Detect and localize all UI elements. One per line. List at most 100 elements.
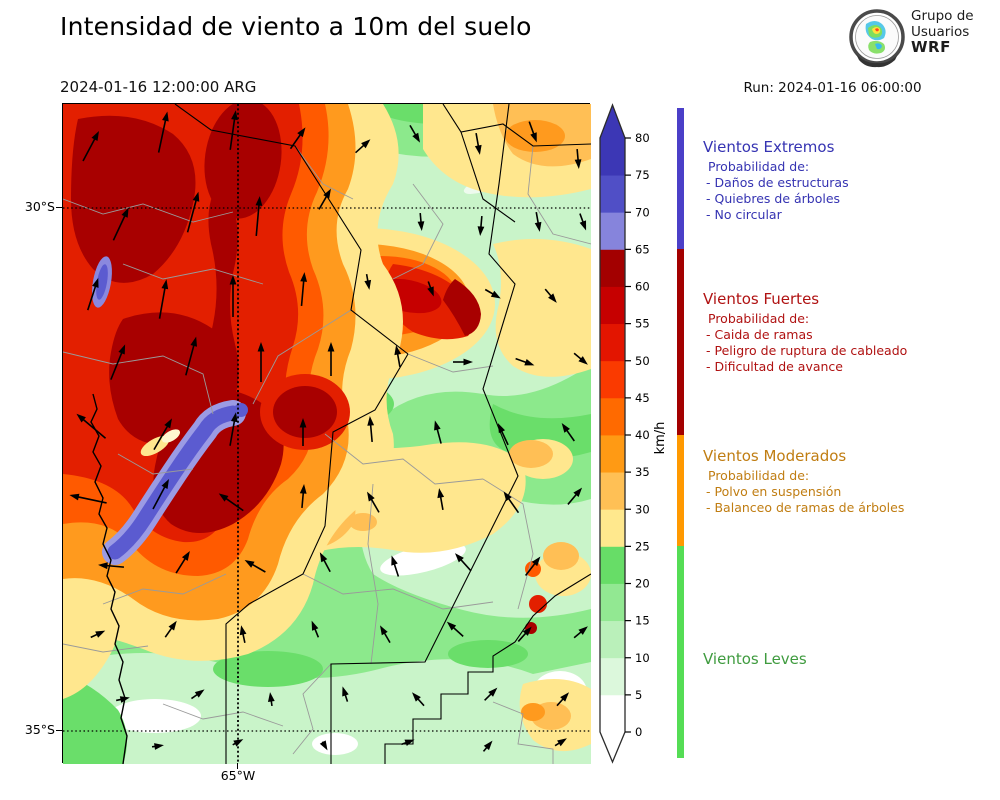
wind-arrow xyxy=(367,416,375,443)
wind-arrow xyxy=(574,148,582,169)
wind-arrow xyxy=(579,213,587,231)
wind-arrow xyxy=(409,124,420,143)
wind-arrow xyxy=(229,275,237,317)
wind-arrow xyxy=(319,740,328,751)
wind-arrow xyxy=(515,357,535,366)
svg-text:75: 75 xyxy=(635,168,650,182)
page-title: Intensidad de viento a 10m del suelo xyxy=(60,12,532,41)
wind-arrow xyxy=(218,493,244,512)
svg-text:5: 5 xyxy=(635,688,642,702)
wind-arrow xyxy=(186,191,200,233)
wind-arrow xyxy=(391,555,400,577)
wind-arrow xyxy=(244,560,266,573)
wind-arrow xyxy=(110,344,126,380)
wind-arrow xyxy=(98,562,125,570)
logo-emblem-icon xyxy=(849,9,905,68)
graticule xyxy=(63,104,591,764)
wind-arrows-layer xyxy=(69,110,588,752)
wind-arrow xyxy=(573,352,588,365)
wind-arrow xyxy=(528,121,537,143)
run-time-label: Run: 2024-01-16 06:00:00 xyxy=(743,80,922,96)
wind-arrow xyxy=(190,689,205,700)
svg-text:55: 55 xyxy=(635,317,650,331)
logo-line-1: Grupo de xyxy=(911,8,974,24)
wind-arrow xyxy=(517,626,532,642)
wind-arrow xyxy=(544,288,557,303)
logo-line-2: Usuarios xyxy=(911,23,970,40)
wind-arrow xyxy=(152,478,169,510)
wind-arrow xyxy=(567,487,583,505)
wind-arrow xyxy=(474,133,482,155)
svg-text:45: 45 xyxy=(635,391,650,405)
svg-text:15: 15 xyxy=(635,614,650,628)
legend-heading: Probabilidad de: xyxy=(708,311,810,326)
legend-title-extremos: Vientos Extremos xyxy=(703,138,835,156)
wind-arrow xyxy=(434,420,442,444)
colorbar: 0 5 10 15 20 25 30 35 40 45 50 55 60 65 70 75 80 km/h xyxy=(598,103,690,775)
wrf-user-group-logo: Grupo de Usuarios WRF xyxy=(848,8,998,70)
wind-arrow xyxy=(437,488,445,510)
wind-arrow xyxy=(503,491,520,514)
wind-arrow xyxy=(299,484,307,509)
legend-heading: Probabilidad de: xyxy=(708,468,810,483)
wind-arrow xyxy=(257,342,265,382)
wind-arrow xyxy=(573,626,588,639)
colorbar-svg: 0 5 10 15 20 25 30 35 40 45 50 55 60 65 70 75 80 km/h xyxy=(599,103,668,764)
wind-arrow xyxy=(484,687,498,701)
legend-item: - Daños de estructuras xyxy=(706,175,849,190)
wind-arrow xyxy=(318,188,331,210)
wind-arrow xyxy=(380,625,391,644)
lat-tick-30s xyxy=(56,206,62,208)
lat-tick-label-30s: 30°S xyxy=(24,199,55,214)
svg-text:70: 70 xyxy=(635,205,650,219)
wind-arrow xyxy=(417,212,425,231)
legend-item: - Dificultad de avance xyxy=(706,359,843,374)
svg-text:10: 10 xyxy=(635,651,650,665)
legend-title-moderados: Vientos Moderados xyxy=(703,447,847,465)
wind-arrow xyxy=(524,556,541,576)
svg-text:20: 20 xyxy=(635,577,650,591)
wind-arrow xyxy=(561,422,575,442)
legend-item: - Quiebres de árboles xyxy=(706,191,841,206)
legend-title-leves: Vientos Leves xyxy=(703,650,807,668)
svg-text:km/h: km/h xyxy=(653,422,668,455)
legend-item: - Balanceo de ramas de árboles xyxy=(706,500,905,515)
wind-arrow xyxy=(175,550,190,574)
legend-section-extremos: Vientos Extremos Probabilidad de: - Daño… xyxy=(703,138,993,223)
svg-text:50: 50 xyxy=(635,354,650,368)
wind-arrow xyxy=(327,342,335,376)
lat-tick-35s xyxy=(56,729,62,731)
legend-title-fuertes: Vientos Fuertes xyxy=(703,290,820,308)
wind-arrow xyxy=(112,207,129,241)
admin-boundaries xyxy=(63,145,591,764)
wind-arrow xyxy=(342,686,349,702)
borders xyxy=(90,104,591,764)
wind-arrow xyxy=(319,552,331,573)
svg-text:35: 35 xyxy=(635,465,650,479)
wind-arrow xyxy=(153,418,172,450)
wind-map xyxy=(62,103,591,764)
wind-arrow xyxy=(151,743,164,750)
wind-arrow xyxy=(239,625,247,643)
wind-arrow xyxy=(446,621,464,637)
wind-arrow xyxy=(267,692,275,707)
svg-text:60: 60 xyxy=(635,280,650,294)
wind-arrow xyxy=(289,127,306,150)
category-bar-extremos xyxy=(677,108,684,250)
wind-arrow xyxy=(534,212,542,232)
lon-tick-65w xyxy=(236,763,238,769)
category-bar-fuertes xyxy=(677,249,684,435)
wind-arrow xyxy=(556,692,570,707)
wind-arrow xyxy=(427,281,434,297)
wind-arrow xyxy=(300,272,308,307)
svg-text:80: 80 xyxy=(635,131,650,145)
svg-text:25: 25 xyxy=(635,539,650,553)
wind-arrow xyxy=(411,692,425,707)
legend-item: - Polvo en suspensión xyxy=(706,484,842,499)
wind-arrow xyxy=(157,111,169,153)
wind-arrow xyxy=(497,423,509,446)
wind-arrow xyxy=(454,553,472,572)
wind-arrow xyxy=(477,215,485,236)
legend-heading: Probabilidad de: xyxy=(708,159,810,174)
